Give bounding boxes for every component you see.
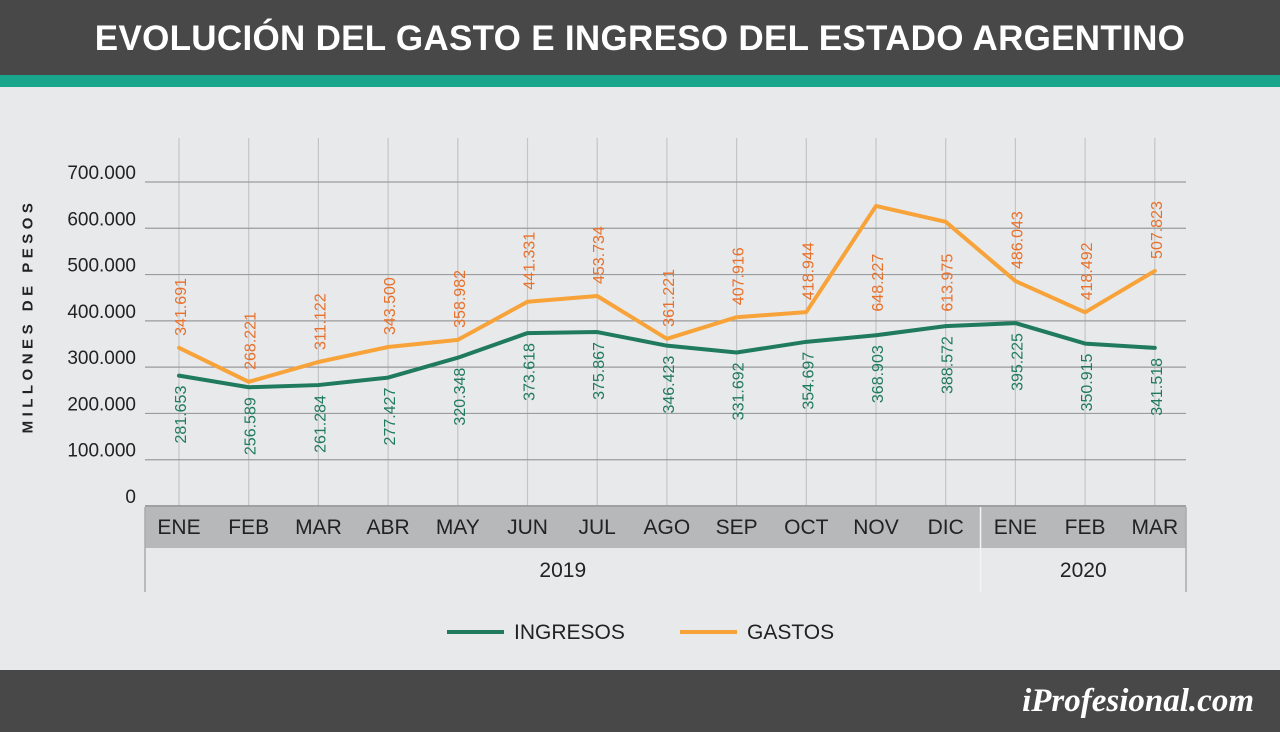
data-label-ingresos: 277.427 [382,387,399,445]
data-label-ingresos: 350.915 [1079,353,1096,411]
data-label-ingresos: 281.653 [173,386,190,444]
data-label-ingresos: 368.903 [870,345,887,403]
data-label-ingresos: 341.518 [1149,358,1166,416]
x-tick-label: ABR [367,516,410,539]
data-label-gastos: 268.221 [243,312,260,370]
x-tick-label: JUN [507,516,548,539]
data-label-gastos: 407.916 [731,247,748,305]
data-label-ingresos: 346.423 [661,356,678,414]
data-label-gastos: 341.691 [173,278,190,336]
y-tick-label: 500.000 [67,256,136,277]
data-label-ingresos: 373.618 [522,343,539,401]
data-label-gastos: 613.975 [940,254,957,312]
legend-label-gastos: GASTOS [747,621,834,644]
data-label-ingresos: 375.867 [591,342,608,400]
data-label-ingresos: 388.572 [940,336,957,394]
x-tick-label: NOV [853,516,899,539]
data-label-ingresos: 395.225 [1009,333,1026,391]
data-label-gastos: 343.500 [382,277,399,335]
y-tick-label: 300.000 [67,348,136,369]
year-label: 2020 [1060,559,1107,582]
x-tick-label: SEP [716,516,758,539]
data-label-ingresos: 261.284 [312,395,329,453]
series-line-ingresos [177,321,1157,390]
footer-bar [0,670,1280,732]
x-tick-label: JUL [579,516,616,539]
y-tick-label: 600.000 [67,209,136,230]
y-axis-label: MILLONES DE PESOS [19,198,37,434]
data-label-gastos: 441.331 [522,232,539,290]
chart-title: EVOLUCIÓN DEL GASTO E INGRESO DEL ESTADO… [94,19,1186,58]
data-label-gastos: 453.734 [591,226,608,284]
month-band [145,507,1186,548]
x-tick-label: DIC [928,516,964,539]
x-tick-label: FEB [1065,516,1106,539]
y-axis-label-box: MILLONES DE PESOS [18,186,38,446]
y-tick-label: 200.000 [67,394,136,415]
data-label-gastos: 418.944 [800,242,817,300]
data-label-gastos: 358.982 [452,270,469,328]
data-label-gastos: 361.221 [661,269,678,327]
y-tick-label: 0 [125,487,136,508]
y-tick-label: 700.000 [67,163,136,184]
x-tick-label: MAR [295,516,342,539]
series-line-gastos [177,203,1157,384]
year-label: 2019 [539,559,586,582]
brand-logo: iProfesional.com [1022,683,1254,719]
header-bar [0,0,1280,75]
x-tick-label: ENE [157,516,200,539]
data-label-gastos: 648.227 [870,254,887,312]
data-label-gastos: 418.492 [1079,242,1096,300]
data-label-gastos: 311.122 [312,293,329,350]
header-accent-stripe [0,75,1280,87]
x-tick-label: MAY [436,516,480,539]
x-tick-label: AGO [644,516,691,539]
data-label-ingresos: 256.589 [243,397,260,455]
x-tick-label: OCT [784,516,829,539]
data-label-gastos: 507.823 [1149,201,1166,259]
legend-label-ingresos: INGRESOS [514,621,625,644]
line-chart: 0 100.000 200.000 300.000 400.000 500.000 600.… [67,138,1187,644]
x-tick-label: ENE [994,516,1037,539]
data-label-ingresos: 354.697 [800,352,817,410]
x-tick-label: MAR [1131,516,1178,539]
x-tick-label: FEB [228,516,269,539]
y-tick-label: 400.000 [67,302,136,323]
y-tick-label: 100.000 [67,441,136,462]
data-label-ingresos: 331.692 [731,362,748,420]
data-label-gastos: 486.043 [1009,211,1026,269]
data-label-ingresos: 320.348 [452,368,469,426]
